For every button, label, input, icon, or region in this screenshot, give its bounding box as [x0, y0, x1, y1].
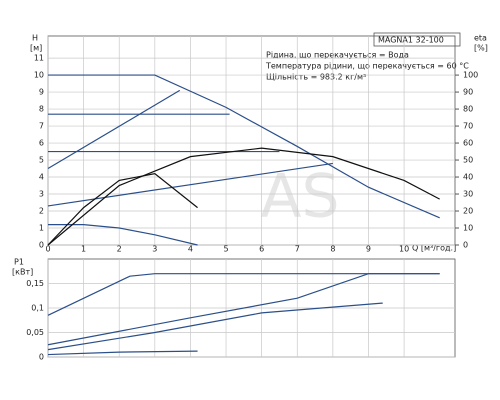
x-tick-label: 2: [117, 245, 122, 254]
y-tick-label: 0,05: [26, 328, 44, 337]
y-tick-label: 8: [39, 105, 44, 114]
y-tick-label: 1: [39, 224, 44, 233]
y-tick-label: 5: [39, 156, 44, 165]
x-tick-label: 10: [399, 245, 409, 254]
y-unit: [кВт]: [12, 268, 33, 277]
y-tick-label: 2: [39, 207, 44, 216]
y2-tick-label: 60: [463, 139, 473, 148]
x-tick-label: 7: [295, 245, 300, 254]
curve: [47, 273, 440, 346]
annotation: Температура рідини, що перекачується = 6…: [265, 62, 469, 71]
curve: [48, 74, 440, 219]
watermark: AS: [260, 162, 339, 232]
y2-tick-label: 50: [463, 156, 473, 165]
y-tick-label: 6: [39, 139, 44, 148]
y2-tick-label: 10: [463, 224, 473, 233]
y2-tick-label: 30: [463, 190, 473, 199]
y-tick-label: 0: [39, 353, 44, 362]
x-tick-label: 5: [223, 245, 228, 254]
y2-tick-label: 90: [463, 88, 473, 97]
x-tick-label: 3: [152, 245, 157, 254]
y-tick-label: 3: [39, 190, 44, 199]
y-tick-label: 9: [39, 88, 44, 97]
x-tick-label: 4: [188, 245, 193, 254]
chart-title: MAGNA1 32-100: [378, 36, 444, 45]
curve: [47, 273, 440, 316]
y-unit: [м]: [30, 44, 42, 53]
x-tick-label: 6: [259, 245, 264, 254]
y2-tick-label: 20: [463, 207, 473, 216]
y2-unit: [%]: [474, 44, 488, 53]
x-tick-label: 1: [81, 245, 86, 254]
y2-tick-label: 100: [463, 71, 478, 80]
y2-tick-label: 0: [463, 241, 468, 250]
y-label: P1: [14, 258, 24, 267]
y-tick-label: 0,15: [26, 279, 44, 288]
y-tick-label: 7: [39, 122, 44, 131]
x-tick-label: 8: [330, 245, 335, 254]
y2-tick-label: 40: [463, 173, 473, 182]
y-label: H: [32, 34, 38, 43]
x-label: Q [м³/год.]: [412, 244, 456, 253]
y-tick-label: 0: [39, 241, 44, 250]
curve: [47, 302, 383, 351]
y2-label: eta: [474, 34, 487, 43]
y2-tick-label: 80: [463, 105, 473, 114]
curve: [47, 350, 198, 356]
y-tick-label: 10: [34, 71, 44, 80]
y-tick-label: 11: [34, 54, 44, 63]
annotation: Рідина, що перекачується = Вода: [266, 51, 409, 60]
x-tick-label: 9: [366, 245, 371, 254]
curve: [47, 147, 440, 246]
y2-tick-label: 70: [463, 122, 473, 131]
curve: [47, 89, 181, 170]
y-tick-label: 0,1: [31, 304, 44, 313]
x-tick-label: 0: [45, 245, 50, 254]
y-tick-label: 4: [39, 173, 44, 182]
curve: [47, 172, 198, 246]
annotation: Щільність = 983.2 кг/м³: [266, 73, 366, 82]
